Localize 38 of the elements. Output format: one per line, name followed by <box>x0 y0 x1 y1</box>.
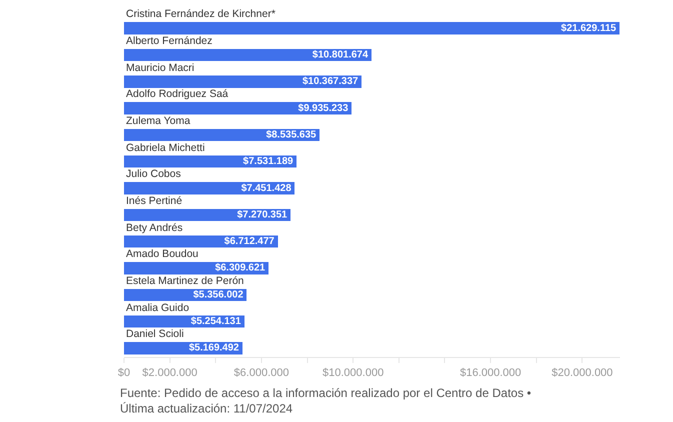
bar <box>124 76 362 88</box>
bar <box>124 102 352 114</box>
x-tick-label: $16.000.000 <box>460 367 522 380</box>
data-label: $6.712.477 <box>224 236 275 248</box>
data-label: $21.629.115 <box>561 22 617 34</box>
data-label: $6.309.621 <box>215 262 266 274</box>
y-tick-label: Cristina Fernández de Kirchner* <box>126 8 276 20</box>
source-note: Fuente: Pedido de acceso a la información realizado por el Centro de Datos • Última actualización: 11/07/2024 <box>120 386 532 416</box>
data-label: $8.535.635 <box>266 129 317 140</box>
data-label: $7.270.351 <box>237 209 288 220</box>
y-tick-label: Mauricio Macri <box>126 62 194 74</box>
data-label: $5.169.492 <box>188 342 240 354</box>
y-tick-label: Gabriela Michetti <box>126 142 205 154</box>
x-tick-label: $6.000.000 <box>234 367 289 380</box>
data-label: $5.254.131 <box>190 316 242 328</box>
x-tick-label: $10.000.000 <box>322 367 384 380</box>
y-tick-label: Daniel Scioli <box>126 328 184 340</box>
y-tick-label: Alberto Fernández <box>126 35 212 47</box>
data-label: $10.367.337 <box>302 76 359 88</box>
data-label: $9.935.233 <box>298 102 349 114</box>
y-tick-label: Bety Andrés <box>126 222 183 234</box>
x-tick-label: $2.000.000 <box>142 367 198 380</box>
bar <box>124 22 620 34</box>
data-label: $10.801.674 <box>312 49 368 60</box>
y-tick-label: Adolfo Rodriguez Saá <box>126 88 228 100</box>
y-tick-label: Estela Martinez de Perón <box>126 275 244 287</box>
bar <box>124 182 295 194</box>
data-label: $7.451.428 <box>241 182 292 194</box>
y-tick-label: Julio Cobos <box>126 168 181 180</box>
y-tick-label: Amado Boudou <box>126 248 199 260</box>
y-tick-label: Amalia Guido <box>126 302 190 314</box>
y-tick-label: Zulema Yoma <box>126 115 190 127</box>
data-label: $7.531.189 <box>243 156 294 168</box>
x-tick-label: $20.000.000 <box>552 367 613 380</box>
data-label: $5.356.002 <box>193 289 244 300</box>
y-tick-label: Inés Pertiné <box>126 195 182 207</box>
x-tick-label: $0 <box>118 367 130 380</box>
bar <box>124 48 372 62</box>
